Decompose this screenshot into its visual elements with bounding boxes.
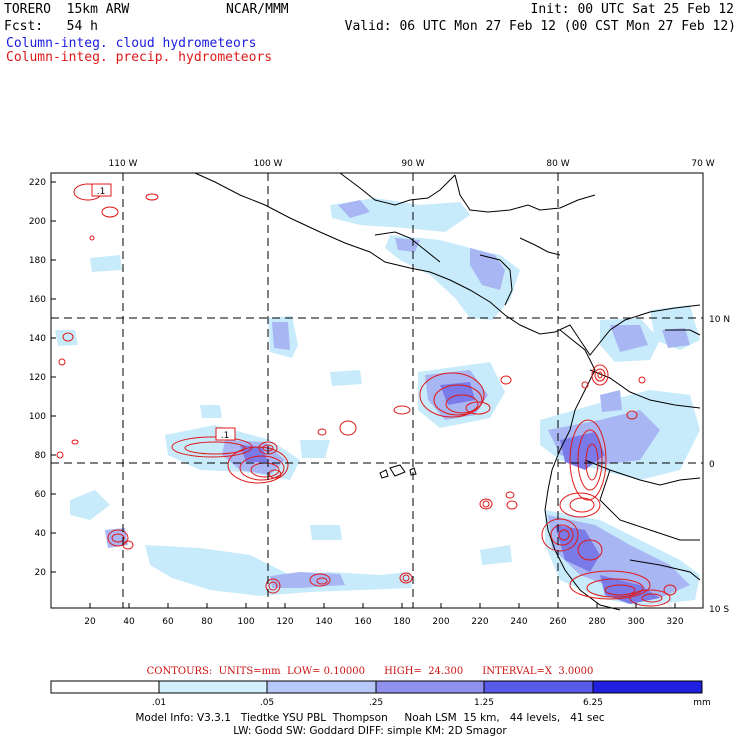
color-bar-labels: .01 .05 .25 1.25 6.25 mm: [152, 698, 711, 708]
center-name: NCAR/MMM: [226, 2, 289, 17]
svg-text:6.25: 6.25: [583, 698, 603, 708]
cloud-shading: [55, 198, 700, 606]
svg-text:300: 300: [627, 617, 644, 627]
longitude-labels: 110 W 100 W 90 W 80 W 70 W: [109, 159, 715, 169]
svg-text:40: 40: [35, 529, 47, 539]
svg-text:40: 40: [123, 617, 135, 627]
lat-label: 10 S: [709, 605, 729, 615]
lon-label: 80 W: [546, 159, 569, 169]
cloud-field-title: Column-integ. cloud hydrometeors: [6, 36, 257, 51]
init-time: Init: 00 UTC Sat 25 Feb 12: [530, 2, 735, 17]
lon-label: 90 W: [401, 159, 424, 169]
forecast-hour: Fcst: 54 h: [4, 19, 98, 34]
svg-text:200: 200: [29, 217, 46, 227]
svg-text:180: 180: [393, 617, 410, 627]
latlon-grid: [51, 173, 703, 608]
contour-labels: .1 .1: [91, 183, 236, 441]
svg-text:100: 100: [29, 412, 46, 422]
model-title: TORERO 15km ARW: [4, 2, 130, 17]
svg-text:160: 160: [29, 295, 46, 305]
svg-text:.25: .25: [369, 698, 383, 708]
svg-text:240: 240: [510, 617, 527, 627]
axis-ticks: [51, 181, 676, 608]
svg-text:120: 120: [276, 617, 293, 627]
svg-text:.01: .01: [152, 698, 166, 708]
svg-text:140: 140: [315, 617, 332, 627]
svg-text:260: 260: [549, 617, 566, 627]
model-info-line1: Model Info: V3.3.1 Tiedtke YSU PBL Thomp…: [135, 712, 605, 724]
color-bar: [50, 680, 703, 694]
svg-text:280: 280: [588, 617, 605, 627]
lon-label: 100 W: [254, 159, 283, 169]
svg-text:.05: .05: [260, 698, 274, 708]
svg-text:120: 120: [29, 373, 46, 383]
svg-text:180: 180: [29, 256, 46, 266]
model-info-line2: LW: Godd SW: Goddard DIFF: simple KM: 2D…: [233, 725, 507, 737]
latitude-labels: 10 N 0 10 S: [709, 315, 730, 615]
svg-text:20: 20: [35, 568, 47, 578]
lon-label: 110 W: [109, 159, 138, 169]
precip-contours: [56, 183, 677, 607]
lat-label: 0: [709, 460, 715, 470]
svg-text:80: 80: [35, 451, 47, 461]
svg-text:60: 60: [162, 617, 174, 627]
svg-text:320: 320: [666, 617, 683, 627]
svg-text:1.25: 1.25: [474, 698, 494, 708]
svg-text:220: 220: [471, 617, 488, 627]
y-tick-labels: 220 200 180 160 140 120 100 80 60 40 20: [29, 178, 46, 578]
svg-text:160: 160: [354, 617, 371, 627]
svg-text:20: 20: [84, 617, 96, 627]
map-frame: [50, 172, 704, 609]
svg-text:80: 80: [201, 617, 213, 627]
svg-text:220: 220: [29, 178, 46, 188]
lat-label: 10 N: [709, 315, 730, 325]
valid-time: Valid: 06 UTC Mon 27 Feb 12 (00 CST Mon …: [344, 19, 736, 34]
contour-info: CONTOURS: UNITS=mm LOW= 0.10000 HIGH= 24…: [146, 666, 594, 677]
precip-field-title: Column-integ. precip. hydrometeors: [6, 50, 273, 65]
x-tick-labels: 20 40 60 80 100 120 140 160 180 200 220 …: [84, 617, 684, 627]
svg-text:100: 100: [237, 617, 254, 627]
contour-label: .1: [221, 431, 230, 441]
svg-text:140: 140: [29, 334, 46, 344]
color-bar-unit: mm: [693, 698, 711, 708]
lon-label: 70 W: [691, 159, 714, 169]
svg-text:60: 60: [35, 490, 47, 500]
contour-label: .1: [97, 187, 106, 197]
svg-text:200: 200: [432, 617, 449, 627]
